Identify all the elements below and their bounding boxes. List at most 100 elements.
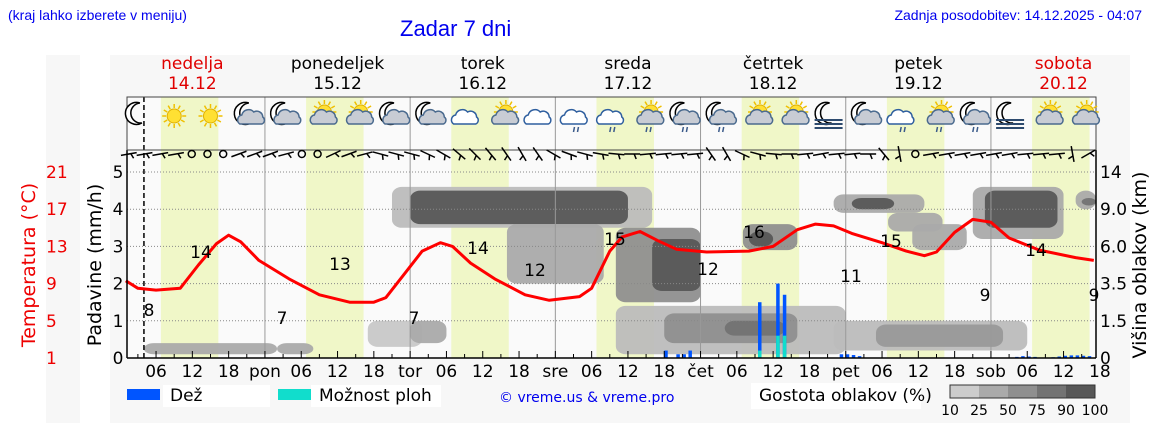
sun-cloud-rain-icon xyxy=(636,100,665,133)
moon-cloud-icon xyxy=(233,101,266,126)
day-name: sreda xyxy=(604,54,652,74)
wind-barb-icon xyxy=(734,149,750,161)
wind-barb-icon xyxy=(325,149,341,159)
wind-barb-icon xyxy=(671,152,688,159)
sun-cloud-icon xyxy=(491,100,520,125)
temperature-axis-title: Temperatura (°C) xyxy=(18,183,40,348)
wind-barb-icon xyxy=(828,152,845,159)
wind-barb-icon xyxy=(812,151,829,159)
density-swatch xyxy=(979,385,1008,398)
wind-barb-icon xyxy=(313,149,322,159)
day-name: četrtek xyxy=(742,54,804,74)
rain-legend-swatch xyxy=(127,389,160,400)
density-swatch xyxy=(1037,385,1066,398)
wind-barb-icon xyxy=(721,146,732,162)
wind-barb-icon xyxy=(592,151,609,160)
wind-barb-icon xyxy=(1033,152,1050,159)
wind-barb-icon xyxy=(1001,151,1018,159)
precip-axis-title: Padavine (mm/h) xyxy=(84,184,106,347)
wind-barb-icon xyxy=(1048,152,1065,159)
temp-tick: 17 xyxy=(46,200,68,220)
temperature-label: 12 xyxy=(524,261,546,281)
wind-barb-icon xyxy=(894,145,902,163)
wind-barb-icon xyxy=(655,152,672,159)
x-tick: 12 xyxy=(327,362,349,382)
temperature-label: 15 xyxy=(880,232,902,252)
wind-barb-icon xyxy=(517,146,527,162)
wind-barb-icon xyxy=(938,151,955,159)
wind-barb-icon xyxy=(152,151,169,159)
wind-barb-icon xyxy=(923,151,940,159)
moon-cloud-rain-icon xyxy=(959,101,992,133)
x-tick: 18 xyxy=(799,362,821,382)
wind-barb-icon xyxy=(624,153,641,160)
wind-barb-icon xyxy=(561,150,578,161)
wind-barb-icon xyxy=(341,150,357,158)
x-tick: 18 xyxy=(363,362,385,382)
density-tick: 50 xyxy=(999,403,1017,419)
wind-barb-icon xyxy=(639,152,656,159)
x-tick: 06 xyxy=(436,362,458,382)
wind-barbs-row xyxy=(120,145,1096,163)
wind-barb-icon xyxy=(985,151,1002,159)
temperature-label: 14 xyxy=(190,243,212,263)
wind-barb-icon xyxy=(120,151,137,159)
sun-cloud-icon xyxy=(309,100,338,125)
x-tick: 18 xyxy=(653,362,675,382)
cloud-height-axis-title: Višina oblakov (km) xyxy=(1129,172,1151,359)
wind-barb-icon xyxy=(278,151,295,159)
wind-barb-icon xyxy=(452,148,466,161)
x-tick: 12 xyxy=(908,362,930,382)
wind-barb-icon xyxy=(246,150,263,158)
temp-tick: 9 xyxy=(46,275,57,295)
day-date: 14.12 xyxy=(167,74,217,94)
wind-barb-icon xyxy=(1017,152,1034,159)
cloud-density-label: Gostota oblakov (%) xyxy=(759,386,932,406)
day-header: sobota 20.12 xyxy=(999,54,1129,94)
day-name: petek xyxy=(894,54,943,74)
wind-barb-icon xyxy=(468,147,482,161)
sun-icon xyxy=(198,104,223,128)
x-tick: 06 xyxy=(290,362,312,382)
wind-barb-icon xyxy=(203,149,212,159)
precipitation-bars xyxy=(664,283,1092,358)
density-tick: 10 xyxy=(941,403,959,419)
day-header: nedelja 14.12 xyxy=(127,54,257,94)
wind-barb-icon xyxy=(372,151,389,160)
day-date: 18.12 xyxy=(748,74,798,94)
wind-barb-icon xyxy=(750,151,766,160)
moon-fog-icon xyxy=(814,101,843,129)
cloud-height-tick: 6.0 xyxy=(1100,237,1127,257)
wind-barb-icon xyxy=(608,152,625,160)
wind-barb-icon xyxy=(954,151,971,159)
day-name: nedelja xyxy=(161,54,224,74)
cloud-icon xyxy=(450,108,479,125)
wind-barb-icon xyxy=(356,151,373,159)
weather-icons-row xyxy=(124,100,1101,133)
temperature-label: 12 xyxy=(697,260,719,280)
temperature-label: 7 xyxy=(409,309,420,329)
x-tick: sob xyxy=(976,362,1006,382)
day-date: 19.12 xyxy=(893,74,943,94)
precip-tick: 1 xyxy=(113,312,124,332)
x-tick: 06 xyxy=(581,362,603,382)
moon-cloud-icon xyxy=(378,101,411,126)
day-date: 15.12 xyxy=(313,74,362,94)
temperature-axis-panel xyxy=(46,55,80,423)
cloud-rain-icon xyxy=(559,108,588,133)
sun-cloud-rain-icon xyxy=(926,100,955,133)
moon-icon xyxy=(124,101,143,126)
day-date: 20.12 xyxy=(1039,74,1088,94)
precip-tick: 3 xyxy=(113,237,124,257)
x-tick: 06 xyxy=(871,362,893,382)
wind-barb-icon xyxy=(797,152,814,159)
wind-barb-icon xyxy=(187,149,196,159)
wind-barb-icon xyxy=(687,152,704,159)
temperature-labels: 8 14 7 13 7 14 12 15 12 16 11 15 9 14 9 xyxy=(144,223,1100,329)
x-tick: pet xyxy=(832,362,860,382)
wind-barb-icon xyxy=(970,151,987,159)
sun-cloud-icon xyxy=(781,100,810,125)
wind-barb-icon xyxy=(218,149,228,159)
location-hint: (kraj lahko izberete v meniju) xyxy=(8,7,187,23)
